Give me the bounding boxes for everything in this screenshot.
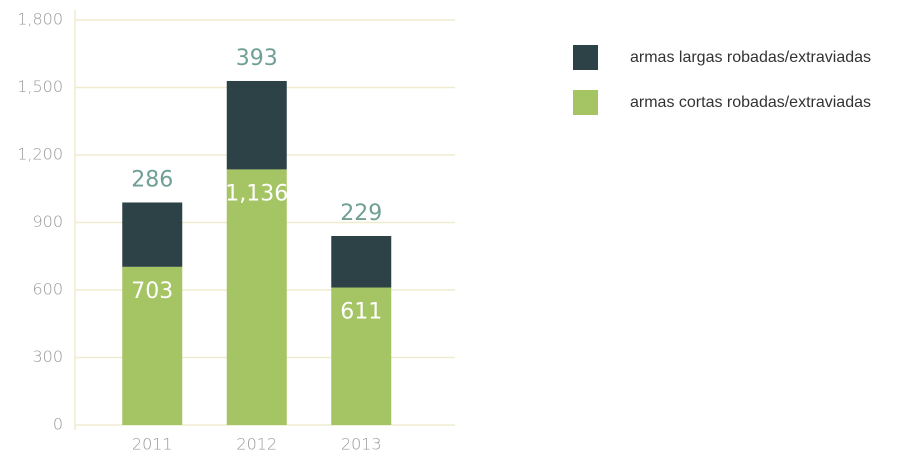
legend-label: armas cortas robadas/extraviadas — [630, 94, 871, 111]
value-label: 229 — [340, 201, 382, 226]
y-tick-label: 300 — [32, 347, 63, 366]
y-tick-label: 1,800 — [17, 10, 63, 29]
bar-segment — [122, 266, 183, 425]
y-tick-label: 600 — [32, 280, 63, 299]
bar-segment — [331, 236, 392, 288]
y-tick-label: 900 — [32, 212, 63, 231]
x-tick-label: 2013 — [341, 435, 382, 454]
y-tick-label: 0 — [53, 415, 63, 434]
value-label: 611 — [340, 300, 382, 325]
y-tick-label: 1,200 — [17, 145, 63, 164]
legend-swatch — [573, 45, 598, 70]
legend-swatch — [573, 90, 598, 115]
bar-segment — [331, 287, 392, 425]
value-label: 286 — [131, 167, 173, 192]
bar-segment — [122, 202, 183, 267]
bar-segment — [226, 80, 287, 170]
value-label: 393 — [236, 46, 278, 71]
x-tick-label: 2011 — [132, 435, 173, 454]
legend-label: armas largas robadas/extraviadas — [630, 49, 871, 66]
y-tick-label: 1,500 — [17, 77, 63, 96]
bar-segment — [226, 169, 287, 425]
x-tick-label: 2012 — [236, 435, 277, 454]
value-label: 1,136 — [225, 181, 288, 206]
value-label: 703 — [131, 279, 173, 304]
